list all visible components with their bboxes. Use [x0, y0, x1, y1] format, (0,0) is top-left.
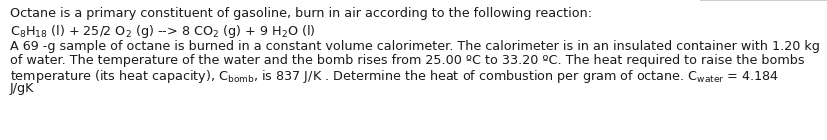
Text: A 69 -g sample of octane is burned in a constant volume calorimeter. The calorim: A 69 -g sample of octane is burned in a … [10, 40, 819, 53]
Text: Octane is a primary constituent of gasoline, burn in air according to the follow: Octane is a primary constituent of gasol… [10, 7, 591, 20]
Text: J/gK: J/gK [10, 82, 35, 95]
Text: $\mathregular{C_8H_{18}}$ (l) + 25/2 O$\mathregular{_2}$ (g) --> 8 CO$\mathregul: $\mathregular{C_8H_{18}}$ (l) + 25/2 O$\… [10, 23, 315, 40]
Text: temperature (its heat capacity), C$\mathregular{_{bomb}}$, is 837 J/K . Determin: temperature (its heat capacity), C$\math… [10, 68, 778, 85]
Text: of water. The temperature of the water and the bomb rises from 25.00 ºC to 33.20: of water. The temperature of the water a… [10, 54, 804, 67]
